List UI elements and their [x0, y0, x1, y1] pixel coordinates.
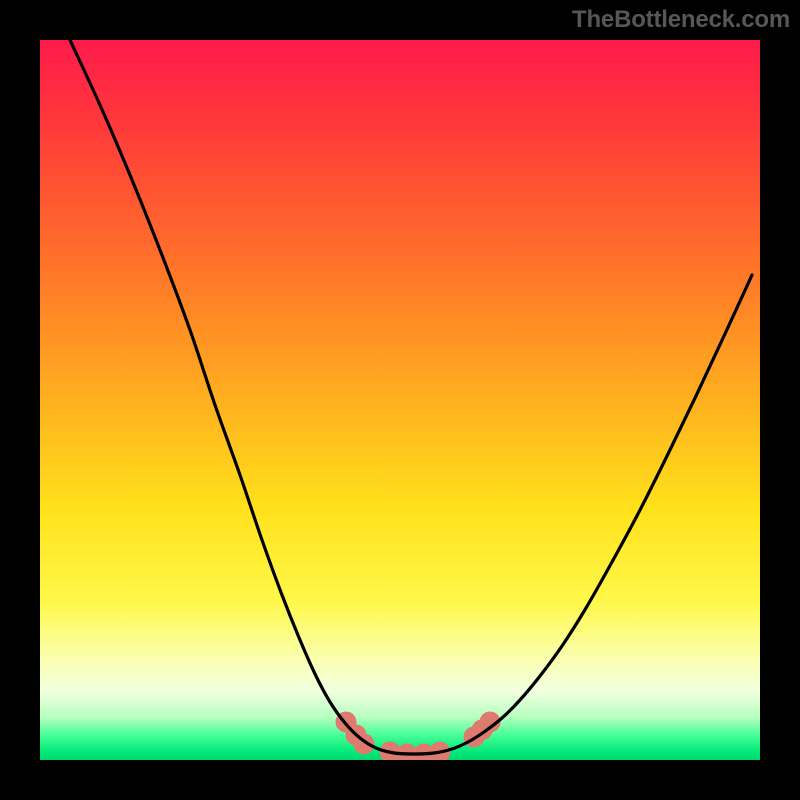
root-container: TheBottleneck.com	[0, 0, 800, 800]
watermark-label: TheBottleneck.com	[572, 6, 790, 34]
plot-background-gradient	[40, 40, 760, 760]
bottleneck-curve-chart	[0, 0, 800, 800]
